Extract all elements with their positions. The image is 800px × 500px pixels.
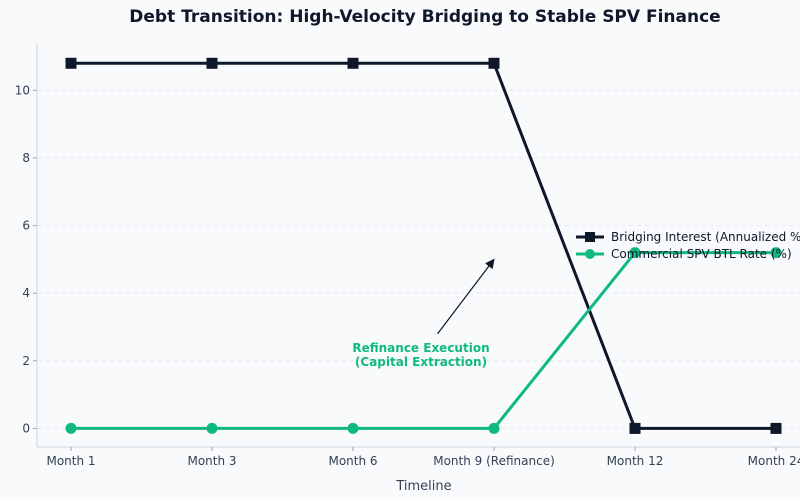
- x-tick-label: Month 12: [607, 454, 664, 468]
- annotation-arrow: [437, 258, 495, 335]
- y-tick-label: 10: [15, 83, 30, 97]
- annotation-text: Refinance Execution: [352, 341, 489, 355]
- series-1-point: [488, 57, 500, 69]
- legend-label: Commercial SPV BTL Rate (%): [611, 247, 792, 261]
- series-2-point: [347, 422, 359, 434]
- series-2-point: [770, 247, 782, 259]
- x-tick-label: Month 24: [748, 454, 800, 468]
- series-2-point: [629, 247, 641, 259]
- series-1-point: [770, 422, 782, 434]
- y-tick-label: 6: [22, 219, 30, 233]
- legend-marker: [585, 232, 595, 242]
- legend-marker: [585, 249, 595, 259]
- legend: Bridging Interest (Annualized %) Commerci…: [576, 230, 800, 261]
- annotation-text: (Capital Extraction): [355, 355, 487, 369]
- series: [65, 57, 782, 434]
- series-1-point: [629, 422, 641, 434]
- series-1-point: [206, 57, 218, 69]
- x-axis-title: Timeline: [395, 479, 451, 494]
- y-tick-label: 0: [22, 421, 30, 435]
- x-tick-label: Month 1: [46, 454, 95, 468]
- axes: 0 2 4 6 8 10 Month 1 Month 3 Month 6 Month 9 (Ref…: [15, 43, 800, 468]
- series-1-point: [347, 57, 359, 69]
- y-tick-label: 4: [22, 286, 30, 300]
- x-tick-label: Month 3: [187, 454, 236, 468]
- series-2-point: [65, 422, 77, 434]
- annotation: Refinance Execution(Capital Extraction): [352, 258, 495, 369]
- series-line-1: [71, 61, 776, 430]
- series-2-point: [206, 422, 218, 434]
- series-line-2: [71, 251, 776, 430]
- y-tick-label: 8: [22, 151, 30, 165]
- series-1-point: [65, 57, 77, 69]
- y-tick-label: 2: [22, 354, 30, 368]
- x-tick-label: Month 6: [328, 454, 377, 468]
- series-2-point: [488, 422, 500, 434]
- x-tick-label: Month 9 (Refinance): [433, 454, 555, 468]
- legend-label: Bridging Interest (Annualized %): [611, 230, 800, 244]
- chart-title: Debt Transition: High-Velocity Bridging …: [129, 7, 720, 27]
